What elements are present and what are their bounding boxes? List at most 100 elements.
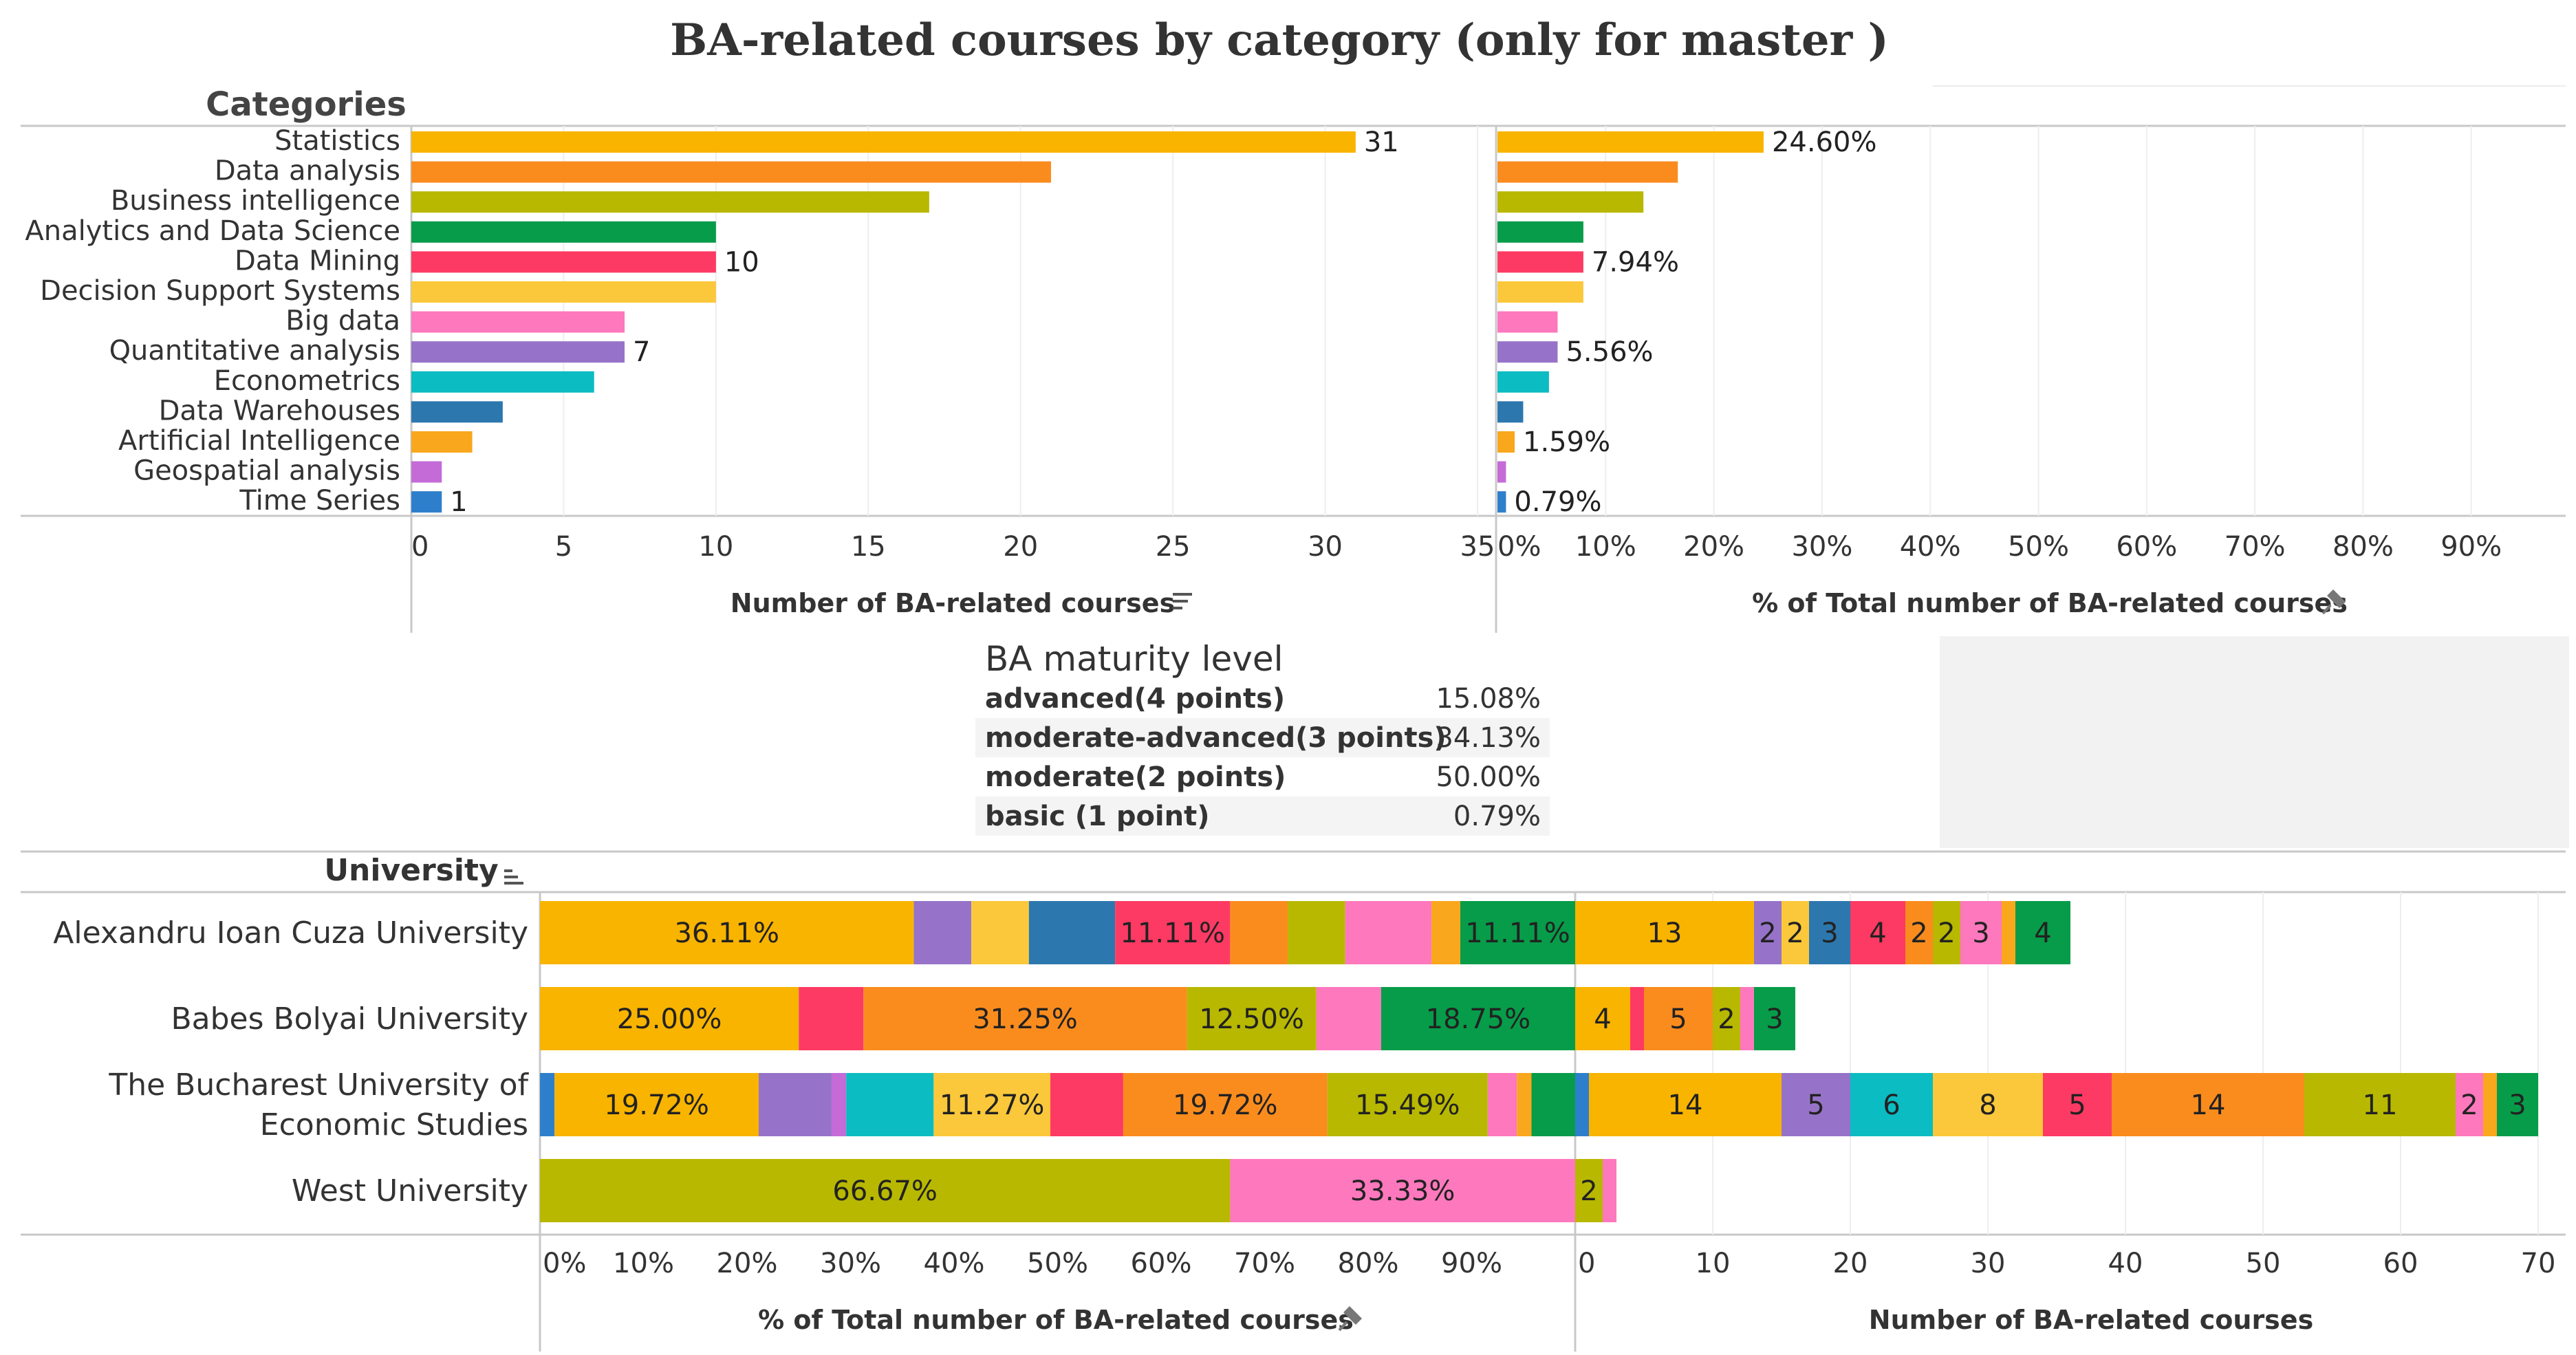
stacked-bar-segment[interactable]	[1782, 1073, 1850, 1136]
stacked-bar-segment[interactable]	[540, 987, 799, 1050]
stacked-bar-segment[interactable]	[1381, 987, 1575, 1050]
tick-label: 70	[2521, 1248, 2556, 1279]
stacked-bar-segment[interactable]	[1517, 1073, 1532, 1136]
stacked-bar-segment[interactable]	[1123, 1073, 1328, 1136]
stacked-bar-segment[interactable]	[1288, 901, 1345, 964]
bar[interactable]	[411, 431, 473, 453]
stacked-bar-segment[interactable]	[1754, 901, 1782, 964]
pct-bars: 24.60% 7.94% 5.56% 1.59% 0.79%	[1497, 127, 1876, 518]
stacked-bar-segment[interactable]	[1933, 1073, 2043, 1136]
stacked-bar-segment[interactable]	[540, 1159, 1231, 1222]
table-row-background	[975, 718, 1550, 757]
stacked-bar-segment[interactable]	[1630, 987, 1644, 1050]
stacked-bar-segment[interactable]	[1603, 1159, 1616, 1222]
stacked-bar-segment[interactable]	[1431, 901, 1460, 964]
bar[interactable]	[411, 371, 594, 393]
bar[interactable]	[1497, 401, 1524, 423]
bar[interactable]	[411, 491, 442, 513]
bar[interactable]	[1497, 461, 1506, 483]
table-row-background	[975, 679, 1550, 718]
stacked-bar-segment[interactable]	[831, 1073, 847, 1136]
bar[interactable]	[1497, 311, 1558, 333]
stacked-bar-segment[interactable]	[2497, 1073, 2538, 1136]
stacked-bar-segment[interactable]	[2043, 1073, 2112, 1136]
stacked-bar-segment[interactable]	[2015, 901, 2070, 964]
bar[interactable]	[411, 281, 716, 303]
university-sort-icon[interactable]	[504, 869, 523, 885]
stacked-bar-segment[interactable]	[2112, 1073, 2304, 1136]
bar[interactable]	[1497, 131, 1764, 153]
stacked-bar-segment[interactable]	[1754, 987, 1795, 1050]
share-pin-icon[interactable]	[1338, 1306, 1362, 1332]
stacked-bar-segment[interactable]	[1960, 901, 2002, 964]
bar[interactable]	[1497, 281, 1583, 303]
tick-label: 5	[555, 531, 572, 563]
stacked-bar-segment[interactable]	[1575, 901, 1754, 964]
stacked-bar-segment[interactable]	[2483, 1073, 2497, 1136]
stacked-bar-segment[interactable]	[2002, 901, 2015, 964]
bar[interactable]	[411, 221, 716, 243]
stacked-bar-segment[interactable]	[1487, 1073, 1517, 1136]
stacked-bar-segment[interactable]	[540, 901, 914, 964]
stacked-bar-segment[interactable]	[1740, 987, 1754, 1050]
stacked-bar-segment[interactable]	[1050, 1073, 1123, 1136]
stacked-bar-segment[interactable]	[1316, 987, 1381, 1050]
stacked-bar-segment[interactable]	[2456, 1073, 2483, 1136]
stacked-bar-segment[interactable]	[759, 1073, 832, 1136]
segment-label: 11.11%	[1121, 918, 1226, 949]
bar[interactable]	[1497, 431, 1515, 453]
stacked-bar-segment[interactable]	[2304, 1073, 2456, 1136]
bar[interactable]	[411, 251, 716, 273]
category-label: Data Warehouses	[159, 395, 400, 426]
stacked-bar-segment[interactable]	[554, 1073, 759, 1136]
stacked-bar-segment[interactable]	[1345, 901, 1432, 964]
stacked-bar-segment[interactable]	[1115, 901, 1231, 964]
stacked-bar-segment[interactable]	[933, 1073, 1050, 1136]
stacked-bar-segment[interactable]	[863, 987, 1187, 1050]
stacked-bar-segment[interactable]	[799, 987, 864, 1050]
stacked-bar-segment[interactable]	[1644, 987, 1713, 1050]
bar[interactable]	[1497, 371, 1549, 393]
stacked-bar-segment[interactable]	[1460, 901, 1576, 964]
stacked-bar-segment[interactable]	[913, 901, 972, 964]
tick-label: 20%	[1683, 531, 1744, 563]
bar[interactable]	[411, 311, 625, 333]
bar[interactable]	[1497, 221, 1583, 243]
stacked-bar-segment[interactable]	[1809, 901, 1850, 964]
bar[interactable]	[1497, 491, 1506, 513]
stacked-bar-segment[interactable]	[1850, 901, 1905, 964]
sort-icon[interactable]	[1173, 593, 1192, 609]
bar[interactable]	[411, 131, 1356, 153]
bar[interactable]	[1497, 251, 1583, 273]
bar[interactable]	[411, 461, 442, 483]
bar[interactable]	[1497, 341, 1558, 363]
stacked-bar-segment[interactable]	[1575, 1073, 1589, 1136]
stacked-bar-segment[interactable]	[1531, 1073, 1576, 1136]
stacked-bar-segment[interactable]	[1782, 901, 1809, 964]
segment-label: 19.72%	[604, 1090, 709, 1121]
stacked-bar-segment[interactable]	[1933, 901, 1960, 964]
pct-axis-title: % of Total number of BA-related courses	[1752, 588, 2348, 618]
bar[interactable]	[411, 401, 503, 423]
pin-icon[interactable]	[2321, 589, 2346, 615]
bar[interactable]	[411, 341, 625, 363]
stacked-bar-segment[interactable]	[1850, 1073, 1933, 1136]
bar[interactable]	[411, 161, 1051, 183]
stacked-bar-segment[interactable]	[540, 1073, 555, 1136]
bar[interactable]	[1497, 161, 1678, 183]
stacked-bar-segment[interactable]	[971, 901, 1029, 964]
stacked-bar-segment[interactable]	[1230, 901, 1288, 964]
stacked-bar-segment[interactable]	[1230, 1159, 1575, 1222]
stacked-bar-segment[interactable]	[846, 1073, 934, 1136]
stacked-bar-segment[interactable]	[1327, 1073, 1488, 1136]
stacked-bar-segment[interactable]	[1187, 987, 1317, 1050]
stacked-bar-segment[interactable]	[1905, 901, 1933, 964]
stacked-bar-segment[interactable]	[1028, 901, 1116, 964]
bar-value-label: 1	[450, 486, 467, 518]
stacked-bar-segment[interactable]	[1575, 987, 1630, 1050]
stacked-bar-segment[interactable]	[1589, 1073, 1782, 1136]
stacked-bar-segment[interactable]	[1713, 987, 1740, 1050]
bar[interactable]	[411, 191, 929, 213]
bar[interactable]	[1497, 191, 1644, 213]
stacked-bar-segment[interactable]	[1575, 1159, 1603, 1222]
